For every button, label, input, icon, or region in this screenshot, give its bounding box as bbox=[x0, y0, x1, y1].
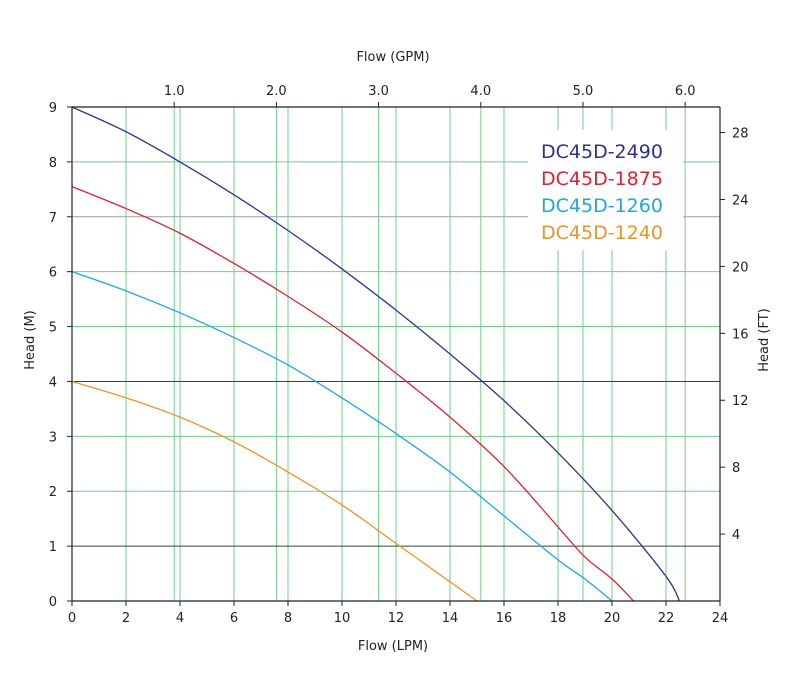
y-right-tick-label: 4 bbox=[732, 528, 740, 543]
x-axis-title-bottom: Flow (LPM) bbox=[358, 639, 428, 654]
y-right-tick-label: 24 bbox=[732, 193, 749, 208]
x-top-tick-label: 6.0 bbox=[675, 84, 696, 99]
y-tick-label: 2 bbox=[49, 485, 57, 500]
legend-background bbox=[528, 130, 683, 250]
x-tick-label: 16 bbox=[496, 611, 513, 626]
x-tick-label: 18 bbox=[550, 611, 567, 626]
series-line-dc45d-1260 bbox=[71, 271, 613, 602]
series-line-dc45d-1875 bbox=[71, 185, 635, 602]
x-tick-label: 14 bbox=[442, 611, 459, 626]
x-tick-label: 22 bbox=[658, 611, 675, 626]
x-tick-label: 6 bbox=[230, 611, 238, 626]
x-tick-label: 8 bbox=[284, 611, 292, 626]
y-tick-label: 9 bbox=[49, 101, 57, 116]
x-tick-label: 12 bbox=[388, 611, 405, 626]
x-top-tick-label: 4.0 bbox=[470, 84, 491, 99]
x-top-tick-label: 2.0 bbox=[266, 84, 287, 99]
x-tick-label: 0 bbox=[68, 611, 76, 626]
x-top-tick-label: 1.0 bbox=[164, 84, 185, 99]
y-tick-label: 6 bbox=[49, 266, 57, 281]
y-tick-label: 1 bbox=[49, 540, 57, 555]
x-tick-label: 20 bbox=[604, 611, 621, 626]
y-tick-label: 8 bbox=[49, 156, 57, 171]
y-axis-title-right: Head (FT) bbox=[757, 308, 772, 371]
x-top-tick-label: 3.0 bbox=[368, 84, 389, 99]
series-line-dc45d-2490 bbox=[71, 106, 681, 602]
x-tick-label: 10 bbox=[334, 611, 351, 626]
grid bbox=[72, 107, 720, 601]
series-lines bbox=[71, 106, 681, 602]
y-right-tick-label: 28 bbox=[732, 127, 749, 142]
legend-entry: DC45D-1260 bbox=[541, 195, 663, 217]
x-axis-title-top: Flow (GPM) bbox=[356, 50, 429, 65]
legend-entry: DC45D-1240 bbox=[541, 222, 663, 244]
y-tick-label: 3 bbox=[49, 430, 57, 445]
y-right-tick-label: 20 bbox=[732, 260, 749, 275]
x-tick-label: 2 bbox=[122, 611, 130, 626]
legend-entry: DC45D-2490 bbox=[541, 141, 663, 163]
legend-entry: DC45D-1875 bbox=[541, 168, 663, 190]
y-right-tick-label: 8 bbox=[732, 461, 740, 476]
y-right-tick-label: 12 bbox=[732, 394, 749, 409]
y-tick-label: 5 bbox=[49, 321, 57, 336]
legend: DC45D-2490 DC45D-1875 DC45D-1260 DC45D-1240 bbox=[541, 141, 663, 244]
y-axis-title-left: Head (M) bbox=[23, 310, 38, 369]
y-tick-label: 4 bbox=[49, 375, 57, 390]
y-right-tick-label: 16 bbox=[732, 327, 749, 342]
x-tick-label: 24 bbox=[712, 611, 729, 626]
series-line-dc45d-1240 bbox=[71, 380, 478, 602]
y-tick-label: 0 bbox=[49, 595, 57, 610]
tick-labels: 0 2 4 6 8 10 12 14 16 18 20 22 241.0 2.0 3.0 4.0 5.0 6.00… bbox=[49, 84, 749, 626]
y-tick-label: 7 bbox=[49, 211, 57, 226]
x-top-tick-label: 5.0 bbox=[573, 84, 594, 99]
axes bbox=[67, 102, 725, 606]
x-tick-label: 4 bbox=[176, 611, 184, 626]
